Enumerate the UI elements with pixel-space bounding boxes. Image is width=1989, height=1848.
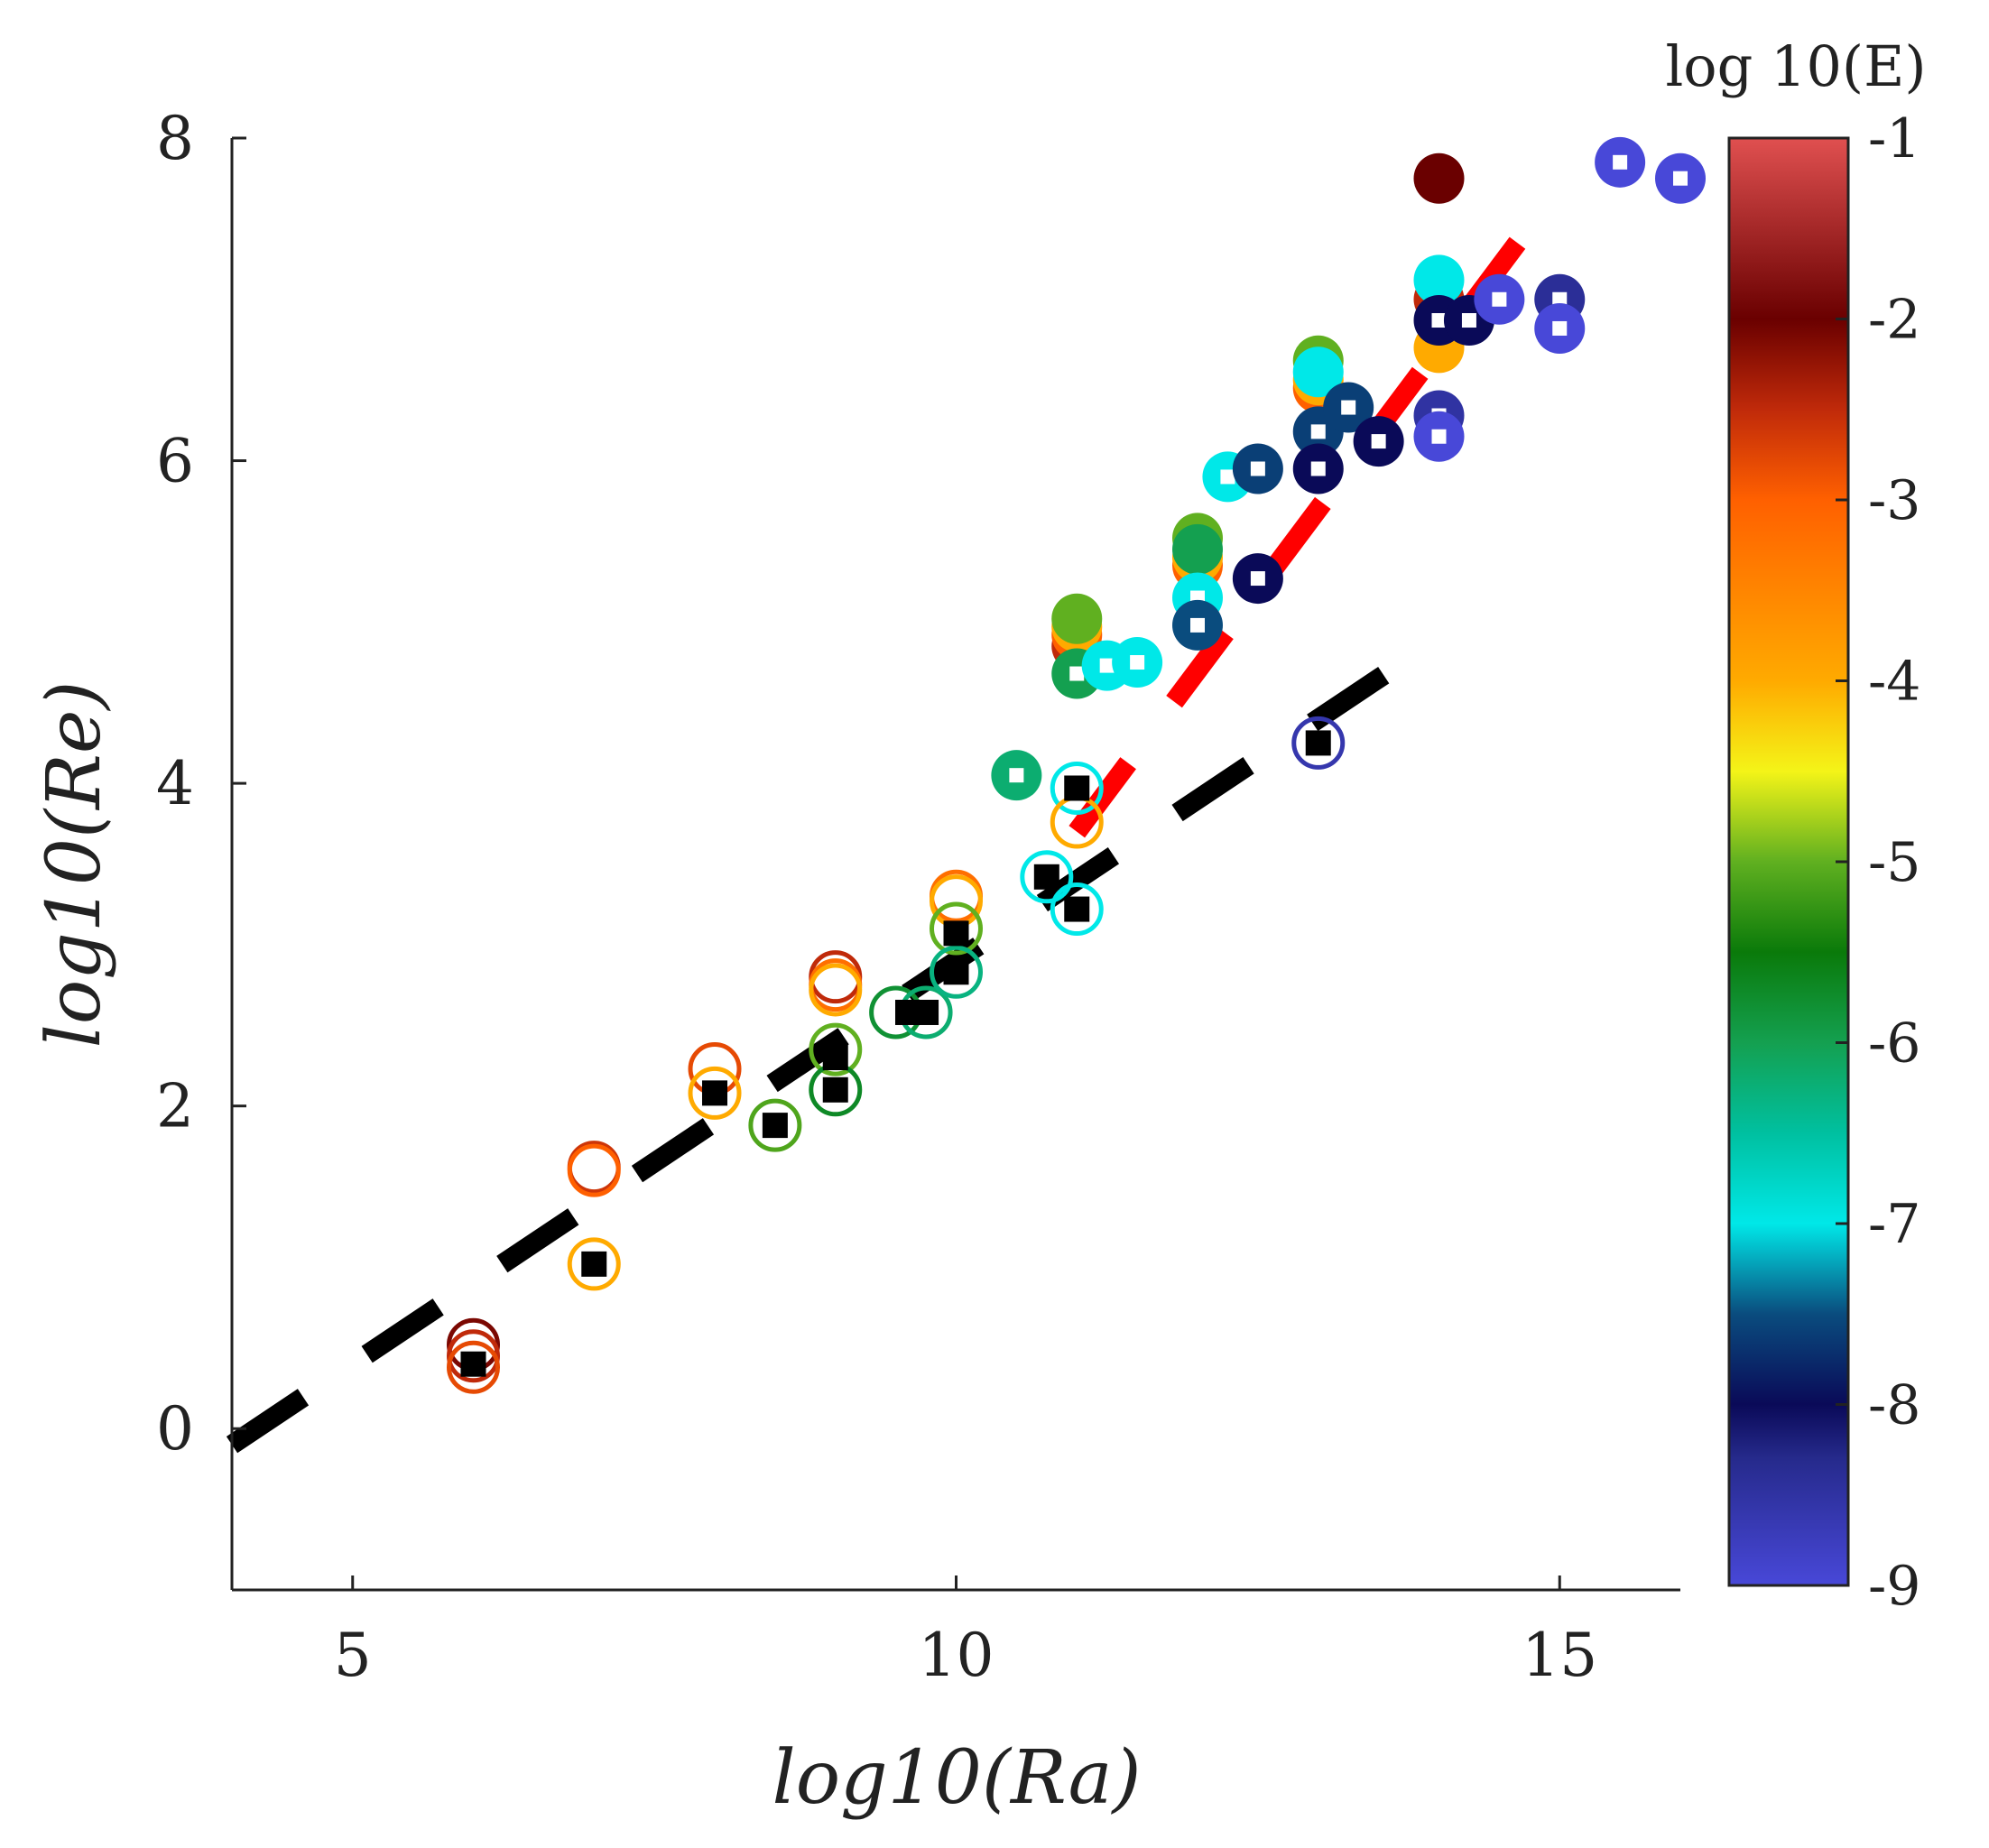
- x-axis-label: log10(Ra): [772, 1735, 1142, 1821]
- square-marker: [1033, 864, 1059, 890]
- ring-center-square: [1673, 171, 1688, 186]
- ring-center-square: [1190, 617, 1205, 633]
- square-marker: [581, 1251, 607, 1277]
- square-marker: [1305, 730, 1331, 756]
- ring-center-square: [1371, 434, 1386, 449]
- open-circle-marker: [567, 1237, 621, 1291]
- square-marker: [913, 999, 939, 1025]
- colorbar: [1727, 136, 1850, 1587]
- open-circle-marker: [1050, 761, 1104, 815]
- ring-center-square: [1461, 313, 1476, 328]
- ring-center-square: [1341, 400, 1356, 415]
- ring-center-square: [1552, 320, 1568, 336]
- square-marker: [822, 1045, 848, 1071]
- open-circle-marker: [1020, 850, 1074, 904]
- ring-center-square: [1310, 461, 1326, 476]
- colorbar-title: log 10(E): [1665, 33, 1926, 99]
- square-marker: [1064, 775, 1090, 801]
- ring-center-square: [1220, 469, 1235, 485]
- square-marker: [762, 1113, 788, 1139]
- square-marker: [822, 1076, 848, 1103]
- open-circle-marker: [688, 1066, 742, 1120]
- colorbar-tick-label: -4: [1868, 651, 1920, 714]
- colorbar-tick-label: -7: [1868, 1193, 1920, 1256]
- open-circle-marker: [1291, 716, 1346, 770]
- colorbar-tick-label: -3: [1868, 469, 1920, 532]
- open-circle-marker: [809, 1022, 863, 1076]
- open-circle-marker: [930, 874, 983, 929]
- y-axis-label: log10(Re): [32, 681, 117, 1049]
- ring-center-square: [1552, 291, 1568, 307]
- y-tick-label: 0: [156, 1394, 194, 1464]
- x-tick-label: 10: [919, 1621, 994, 1690]
- colorbar-tick-label: -8: [1868, 1374, 1920, 1437]
- open-circle-marker: [447, 1329, 500, 1383]
- fit-lines: [226, 180, 1568, 1454]
- ring-center-square: [1431, 429, 1447, 444]
- colorbar-tick-label: -9: [1868, 1555, 1920, 1618]
- ring-center-square: [1250, 461, 1265, 476]
- ring-center-square: [1009, 768, 1024, 783]
- filled-circle-marker: [1172, 523, 1223, 575]
- colorbar-ticks: -1 -2 -3 -4 -5 -6 -7 -8 -9: [1836, 107, 1920, 1618]
- y-tick-label: 2: [156, 1072, 194, 1141]
- x-tick-label: 15: [1522, 1621, 1597, 1690]
- y-tick-label: 4: [156, 749, 194, 818]
- square-marker: [943, 920, 969, 947]
- open-circle-marker: [447, 1340, 500, 1394]
- square-marker: [1064, 896, 1090, 922]
- colorbar-gradient: [1727, 136, 1850, 1587]
- black-fit: [226, 630, 1445, 1454]
- open-circle-marker: [567, 1143, 621, 1197]
- filled-circle-marker: [1413, 152, 1465, 204]
- data-markers: [447, 136, 1706, 1394]
- ring-center-square: [1613, 154, 1628, 170]
- colorbar-tick-label: -2: [1868, 289, 1920, 352]
- filled-circle-marker: [1292, 346, 1344, 398]
- square-marker: [943, 959, 969, 985]
- y-tick-label: 8: [156, 104, 194, 173]
- open-circle-marker: [930, 901, 983, 956]
- filled-circle-marker: [1051, 593, 1103, 644]
- axis-ticks: 5 10 15 0 2 4 6 8: [156, 104, 1597, 1690]
- ring-center-square: [1099, 658, 1115, 673]
- y-tick-label: 6: [156, 427, 194, 496]
- ring-center-square: [1310, 424, 1326, 439]
- ring-center-square: [1069, 666, 1085, 681]
- ring-center-square: [1130, 655, 1145, 670]
- ring-center-square: [1250, 571, 1265, 587]
- open-circle-marker: [1050, 882, 1104, 937]
- open-circle-marker: [930, 945, 983, 999]
- open-circle-marker: [748, 1098, 802, 1152]
- filled-circle-marker: [1413, 254, 1465, 306]
- ring-center-square: [1492, 291, 1507, 307]
- open-circle-marker: [809, 963, 863, 1017]
- colorbar-tick-label: -6: [1868, 1012, 1920, 1076]
- ring-center-square: [1431, 313, 1447, 328]
- square-marker: [460, 1351, 486, 1377]
- square-marker: [702, 1080, 727, 1106]
- colorbar-tick-label: -5: [1868, 831, 1920, 894]
- colorbar-tick-label: -1: [1868, 107, 1920, 171]
- x-tick-label: 5: [334, 1621, 372, 1690]
